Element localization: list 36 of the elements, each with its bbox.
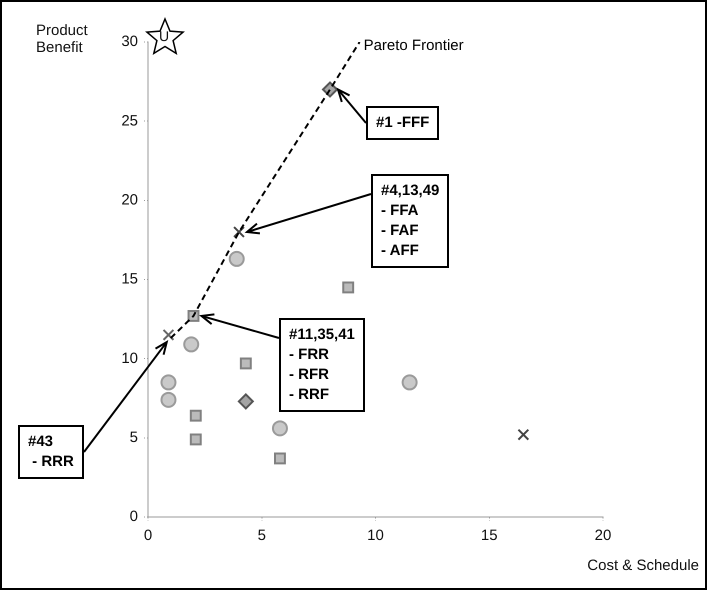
point — [272, 420, 288, 436]
y-tick-label: 30 — [121, 33, 138, 50]
point — [274, 452, 286, 464]
y-tick-label: 15 — [121, 270, 138, 288]
x-axis-title: Cost & Schedule — [587, 557, 699, 574]
point — [190, 410, 202, 422]
point — [190, 433, 202, 446]
y-tick-label: 25 — [121, 112, 138, 130]
x-tick-label: 5 — [258, 527, 266, 544]
point — [160, 392, 176, 408]
y-tick-label: 5 — [130, 428, 138, 446]
annotation: #11,35,41 - FRR - RFR - RRF — [279, 318, 365, 412]
y-axis-title: Product Benefit — [36, 22, 89, 56]
y-tick-label: 0 — [130, 508, 138, 526]
point — [228, 250, 245, 267]
series-label: Pareto Frontier — [364, 37, 464, 54]
annotation: #4,13,49 - FFA - FAF - AFF — [371, 174, 450, 268]
point — [402, 374, 418, 390]
x-tick-label: 0 — [144, 527, 152, 544]
annotation: #43 - RRR — [18, 425, 84, 479]
point — [183, 336, 200, 352]
y-tick-label: 10 — [121, 350, 138, 367]
x-tick-label: 10 — [367, 527, 384, 544]
y-tick-label: 20 — [121, 191, 138, 208]
point — [342, 281, 354, 294]
point — [517, 428, 530, 441]
point — [162, 328, 174, 341]
annotation: #1 -FFF — [366, 106, 440, 140]
x-tick-label: 15 — [480, 527, 498, 544]
point — [240, 357, 252, 370]
x-tick-label: 20 — [594, 527, 612, 544]
point — [238, 393, 254, 410]
annotation: U — [159, 28, 170, 44]
line-series — [170, 42, 361, 340]
point — [233, 226, 245, 238]
point — [160, 374, 176, 390]
